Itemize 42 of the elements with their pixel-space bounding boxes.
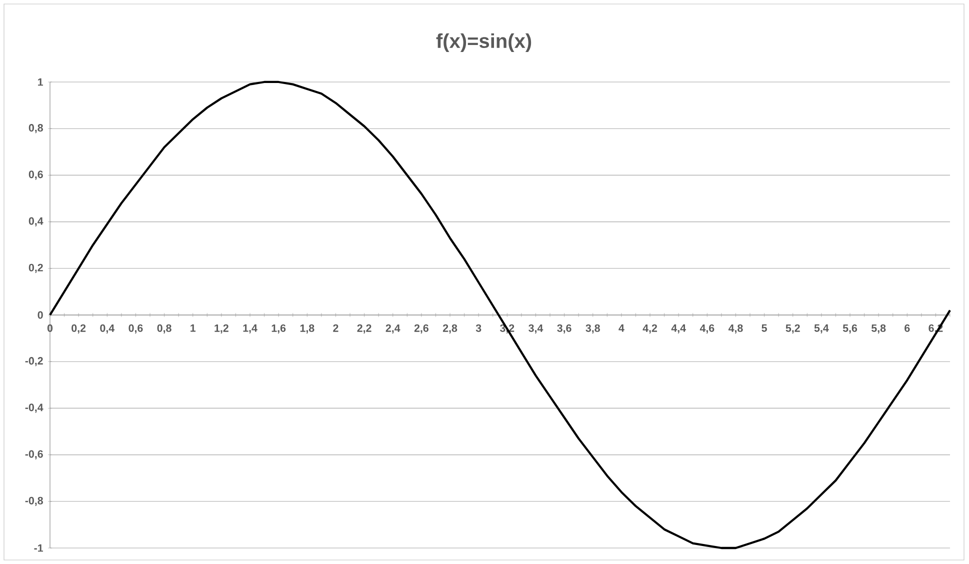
x-tick-label: 5,6 <box>842 324 858 334</box>
x-tick-label: 2,4 <box>386 324 400 334</box>
x-tick-label: 3,8 <box>586 324 600 334</box>
y-tick-label: 0,2 <box>28 264 43 273</box>
x-tick-label: 3,6 <box>557 324 572 334</box>
y-tick-label: 0,4 <box>28 217 44 226</box>
x-tick-label: 4,4 <box>671 324 686 334</box>
chart-title: f(x)=sin(x) <box>436 33 532 52</box>
x-tick-label: 4,2 <box>642 324 657 334</box>
x-tick-label: 1,2 <box>214 324 228 334</box>
x-tick-label: 5 <box>762 324 767 332</box>
y-tick-label: -0,8 <box>25 496 43 506</box>
y-tick-label: 0,6 <box>28 170 43 180</box>
x-tick-label: 2,2 <box>357 324 372 334</box>
x-tick-label: 0 <box>47 324 53 332</box>
x-tick-label: 5,8 <box>872 324 886 334</box>
x-tick-label: 4,6 <box>700 324 714 334</box>
x-tick-label: 2,6 <box>414 324 428 334</box>
x-tick-label: 2,8 <box>442 324 458 334</box>
y-tick-label: -0,2 <box>25 357 43 366</box>
x-tick-label: 5,2 <box>786 324 800 334</box>
y-tick-label: -1 <box>34 544 43 552</box>
y-tick-label: 0,8 <box>28 124 43 134</box>
x-tick-label: 0,2 <box>72 324 86 334</box>
x-tick-label: 1,4 <box>243 324 258 334</box>
x-tick-label: 6 <box>904 324 910 332</box>
y-tick-label: -0,4 <box>25 404 44 413</box>
y-tick-label: -0,6 <box>25 450 43 460</box>
x-tick-label: 3 <box>476 324 482 332</box>
x-tick-label: 0,8 <box>157 324 172 334</box>
x-tick-label: 2 <box>333 324 338 332</box>
x-tick-label: 5,4 <box>814 324 829 334</box>
x-tick-label: 4 <box>618 324 624 332</box>
x-tick-label: 1 <box>190 324 196 332</box>
x-tick-label: 1,6 <box>272 324 286 334</box>
y-tick-label: 1 <box>38 78 43 86</box>
x-tick-label: 3,4 <box>528 324 544 334</box>
x-tick-label: 0,6 <box>128 324 143 334</box>
x-tick-label: 1,8 <box>300 324 314 334</box>
x-tick-label: 4,8 <box>728 324 743 334</box>
y-tick-label: 0 <box>38 311 43 319</box>
x-tick-label: 0,4 <box>100 324 115 334</box>
